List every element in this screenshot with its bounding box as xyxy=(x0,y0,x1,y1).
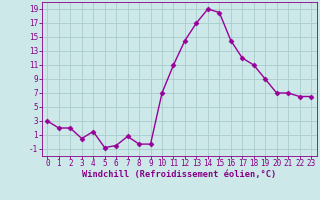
X-axis label: Windchill (Refroidissement éolien,°C): Windchill (Refroidissement éolien,°C) xyxy=(82,170,276,179)
